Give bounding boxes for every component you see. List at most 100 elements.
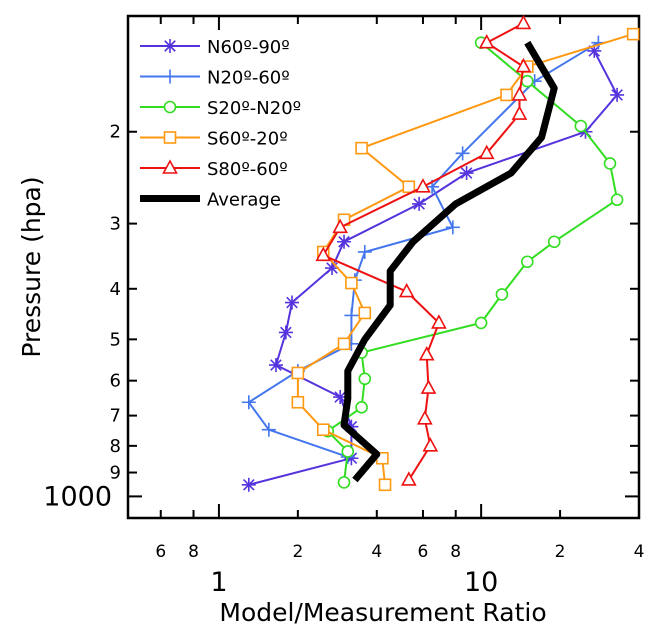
legend-item: N60º-90º	[140, 37, 290, 58]
legend-item: S80º-60º	[140, 159, 288, 180]
data-point	[344, 308, 359, 323]
data-point	[355, 141, 368, 155]
data-point	[422, 437, 439, 452]
data-point	[163, 131, 177, 144]
legend-item: Average	[140, 190, 281, 211]
y-tick-label: 5	[110, 329, 121, 350]
x-tick-label: 4	[634, 542, 645, 562]
x-tick-label: 2	[292, 542, 303, 562]
data-point	[344, 419, 359, 434]
x-tick-label: 10	[464, 567, 498, 598]
data-point	[412, 196, 427, 211]
data-point	[163, 100, 177, 114]
data-point	[285, 295, 300, 310]
data-point	[358, 372, 372, 386]
series-line	[248, 50, 619, 486]
y-tick-label: 7	[110, 406, 121, 427]
legend-label: Average	[207, 190, 281, 211]
y-tick-label: 9	[110, 463, 121, 484]
y-tick-label: 3	[110, 214, 121, 235]
legend-label: N20º-60º	[207, 68, 290, 89]
data-point	[511, 86, 528, 101]
data-point	[261, 422, 276, 437]
data-point	[355, 401, 368, 414]
data-point	[268, 358, 283, 373]
legend-item: S20º-N20º	[140, 98, 301, 119]
legend-label: S80º-60º	[207, 159, 288, 180]
data-point	[163, 69, 177, 84]
series-0	[241, 43, 625, 492]
y-tick-label: 8	[110, 436, 121, 457]
y-axis-title: Pressure (hpa)	[17, 176, 46, 357]
series-line	[340, 40, 558, 483]
data-point	[345, 276, 358, 290]
data-point	[241, 395, 256, 410]
x-tick-label: 8	[188, 542, 199, 562]
data-point	[325, 261, 340, 276]
legend-label: N60º-90º	[207, 37, 290, 58]
data-point	[610, 87, 625, 102]
data-point	[478, 34, 495, 49]
series-line	[322, 22, 525, 481]
data-point	[420, 379, 437, 394]
data-point	[344, 451, 359, 466]
data-point	[337, 476, 351, 489]
data-point	[610, 193, 624, 207]
data-point	[431, 314, 447, 329]
axis-ticks	[128, 16, 640, 518]
series-4	[315, 14, 532, 486]
data-point	[587, 43, 602, 58]
data-point	[515, 57, 532, 73]
x-tick-label: 6	[418, 542, 429, 562]
legend-item: S60º-20º	[140, 129, 288, 150]
data-point	[291, 395, 305, 409]
data-point	[357, 244, 372, 259]
data-point	[163, 39, 177, 53]
y-tick-label: 4	[110, 279, 121, 300]
data-point	[455, 146, 470, 161]
series-layer	[241, 14, 640, 492]
data-point	[574, 119, 588, 133]
data-point	[241, 477, 256, 492]
data-point	[626, 27, 640, 41]
data-point	[316, 423, 330, 437]
data-point	[402, 180, 416, 194]
data-point	[400, 471, 417, 486]
data-point	[398, 282, 415, 298]
data-point	[478, 144, 495, 160]
x-tick-label: 2	[555, 542, 566, 562]
data-point	[415, 178, 431, 193]
data-point	[418, 346, 435, 361]
data-point	[315, 246, 332, 262]
series-2	[321, 36, 624, 489]
data-point	[162, 159, 178, 174]
legend-label: S60º-20º	[207, 129, 288, 150]
x-tick-label: 8	[450, 542, 461, 562]
y-tick-label: 1000	[43, 481, 112, 512]
data-point	[332, 218, 349, 234]
data-point	[500, 88, 513, 102]
data-point	[278, 325, 293, 340]
legend-item: N20º-60º	[140, 68, 290, 89]
x-tick-label: 1	[210, 567, 227, 598]
y-tick-label: 2	[110, 122, 121, 143]
data-point	[337, 234, 352, 249]
series-line	[247, 41, 599, 458]
plot-frame	[126, 14, 641, 520]
data-point	[333, 390, 348, 405]
data-point	[341, 445, 355, 458]
data-point	[459, 166, 474, 181]
legend-label: S20º-N20º	[207, 98, 301, 119]
data-point	[511, 105, 528, 120]
data-point	[358, 306, 372, 320]
data-point	[495, 288, 509, 301]
data-point	[378, 478, 392, 492]
series-line	[326, 41, 619, 483]
x-axis-title: Model/Measurement Ratio	[219, 598, 546, 627]
data-point	[547, 235, 561, 249]
y-tick-label: 6	[110, 371, 121, 392]
series-5	[340, 40, 558, 483]
data-point	[521, 74, 534, 88]
